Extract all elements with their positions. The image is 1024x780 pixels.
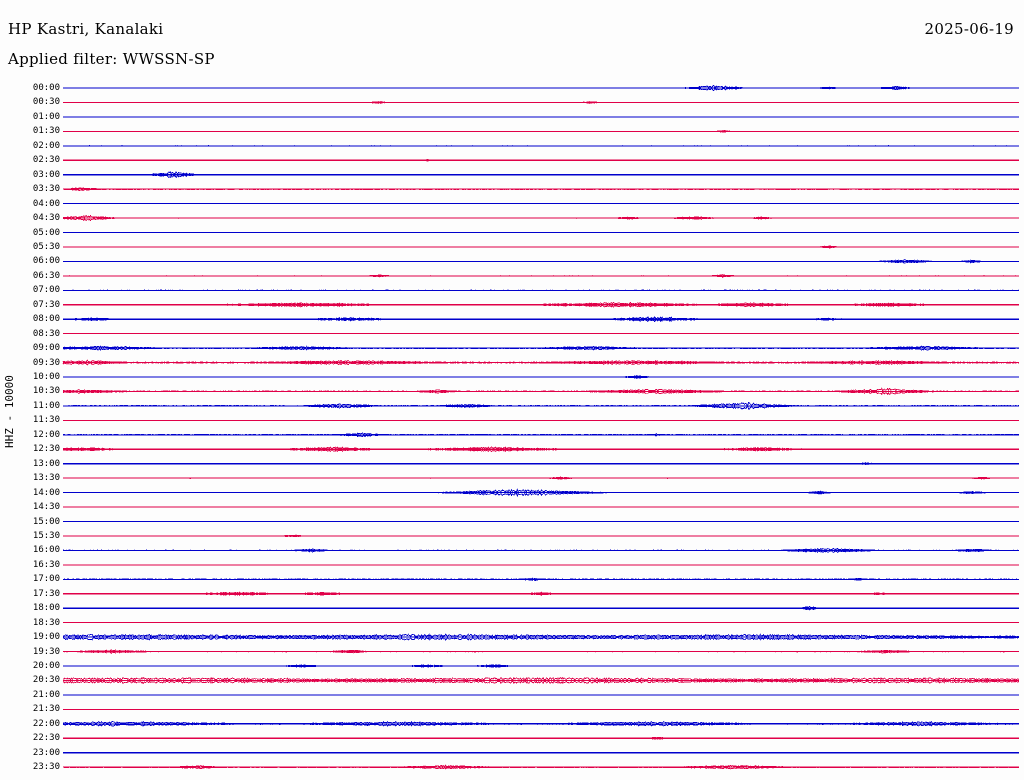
time-tick-label: 21:30 [32, 704, 60, 715]
time-tick-label: 18:30 [32, 617, 60, 628]
time-tick-label: 03:30 [32, 184, 60, 195]
trace-row [62, 488, 1020, 498]
time-tick-label: 03:00 [32, 169, 60, 180]
time-tick-label: 08:00 [32, 314, 60, 325]
trace-row [62, 676, 1020, 685]
trace-row [63, 101, 1020, 104]
trace-row [62, 259, 1020, 264]
trace-row [62, 316, 1020, 323]
record-date: 2025-06-19 [924, 20, 1014, 38]
time-tick-label: 09:00 [32, 343, 60, 354]
trace-row [62, 402, 1020, 410]
trace-row [62, 764, 1020, 770]
time-tick-label: 17:30 [32, 588, 60, 599]
time-tick-label: 10:00 [32, 372, 60, 382]
trace-row [62, 171, 1020, 179]
time-tick-label: 17:00 [32, 574, 60, 585]
trace-row [62, 159, 1020, 162]
trace-row [62, 273, 1020, 278]
time-tick-label: 20:30 [32, 675, 60, 686]
time-tick-label: 02:00 [32, 140, 60, 151]
time-tick-label: 19:00 [32, 632, 60, 643]
time-tick-label: 15:30 [32, 530, 60, 541]
trace-row [63, 187, 1020, 192]
trace-row [62, 245, 1020, 249]
time-tick-label: 11:00 [32, 400, 60, 411]
time-tick-label: 00:00 [32, 83, 60, 93]
trace-row [62, 129, 1020, 133]
trace-row [62, 720, 1020, 727]
time-tick-label: 23:30 [32, 762, 60, 773]
time-tick-label: 14:30 [32, 502, 60, 513]
time-tick-label: 10:30 [32, 386, 60, 397]
trace-row [62, 359, 1020, 366]
time-tick-label: 18:00 [32, 603, 60, 614]
time-tick-label: 22:00 [32, 718, 60, 729]
time-tick-label: 14:00 [32, 487, 60, 498]
trace-row [62, 214, 1020, 222]
time-tick-label: 02:30 [32, 155, 60, 166]
time-tick-label: 12:00 [32, 429, 60, 440]
time-tick-label: 15:00 [32, 516, 60, 527]
trace-row [62, 462, 1020, 466]
trace-row [62, 387, 1020, 396]
time-tick-label: 07:00 [32, 285, 60, 296]
time-tick-label: 00:30 [32, 97, 60, 108]
time-tick-label: 19:30 [32, 646, 60, 657]
trace-row [62, 736, 1020, 740]
time-tick-label: 21:00 [32, 689, 60, 700]
time-tick-label: 23:00 [32, 747, 60, 758]
trace-row [62, 577, 1020, 581]
trace-row [62, 432, 1020, 438]
trace-row [62, 591, 1020, 597]
time-tick-label: 12:30 [32, 444, 60, 455]
time-tick-label: 22:30 [32, 733, 60, 744]
time-tick-label: 05:30 [32, 241, 60, 252]
time-tick-label: 20:00 [32, 661, 60, 671]
time-tick-label: 09:30 [32, 357, 60, 368]
trace-row [62, 649, 1020, 654]
trace-row [62, 664, 1020, 668]
time-tick-label: 05:00 [32, 227, 60, 238]
time-tick-label: 01:30 [32, 126, 60, 137]
trace-row [63, 547, 1020, 554]
applied-filter-label: Applied filter: WWSSN-SP [8, 50, 215, 68]
trace-row [62, 534, 1019, 538]
time-tick-label: 16:30 [32, 559, 60, 570]
time-tick-label: 13:00 [32, 458, 60, 469]
time-tick-label: 07:30 [32, 299, 60, 310]
trace-row [62, 85, 1019, 91]
trace-row [62, 345, 1020, 351]
time-tick-label: 04:00 [32, 198, 60, 209]
time-tick-label: 04:30 [32, 213, 60, 224]
time-tick-label: 08:30 [32, 328, 60, 339]
time-tick-label: 11:30 [32, 415, 60, 426]
time-tick-label: 06:00 [32, 256, 60, 267]
trace-row [62, 633, 1020, 642]
trace-row [62, 476, 1019, 480]
seismogram-traces [62, 85, 1020, 770]
page-title: HP Kastri, Kanalaki [8, 20, 164, 38]
time-tick-label: 06:30 [32, 270, 60, 281]
trace-row [62, 301, 1020, 308]
time-tick-label: 16:00 [32, 545, 60, 556]
trace-row [62, 446, 1020, 453]
time-tick-label: 13:30 [32, 473, 60, 484]
time-axis: 00:00 00:30 01:00 01:30 02:00 02:30 03:00 03:30… [16, 78, 60, 778]
trace-row [62, 375, 1020, 379]
helicorder-plot: 00:00 00:30 01:00 01:30 02:00 02:30 03:00 03:30… [0, 78, 1024, 778]
trace-row [62, 605, 1020, 611]
time-tick-label: 01:00 [32, 111, 60, 122]
